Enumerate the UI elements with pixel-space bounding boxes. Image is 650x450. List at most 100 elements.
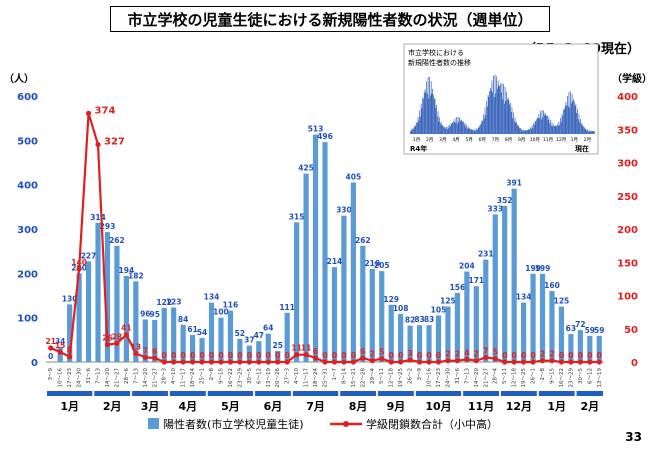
inset-bar (550, 125, 552, 134)
line-value-label: 0 (559, 351, 564, 360)
month-band (255, 391, 291, 396)
bar-value-label: 52 (235, 329, 245, 338)
week-tick-label: 5～11 (379, 368, 385, 384)
inset-bar (505, 100, 507, 134)
left-axis-tick-label: 0 (31, 358, 38, 369)
inset-bar (470, 129, 472, 134)
bar-value-label: 84 (178, 315, 188, 324)
line-value-label: 0 (512, 351, 517, 360)
line-value-label: 0 (266, 351, 271, 360)
line-point (180, 359, 186, 365)
right-axis-tick-label: 200 (617, 225, 638, 236)
inset-bar (431, 93, 433, 134)
inset-bar (563, 109, 564, 134)
line-point (218, 359, 224, 365)
inset-bar (579, 122, 581, 134)
week-tick-label: 24～30 (445, 368, 451, 388)
inset-bar (559, 125, 561, 134)
inset-month-label: 2月 (584, 137, 591, 143)
bar-value-label: 95 (150, 310, 160, 319)
inset-month-label: 12月 (556, 137, 566, 143)
bar (416, 325, 423, 362)
line-value-label: 28 (112, 332, 122, 341)
bar-value-label: 125 (554, 297, 570, 306)
inset-bars (410, 74, 595, 134)
inset-bar (593, 131, 594, 134)
inset-bar (525, 130, 527, 134)
inset-bar (563, 109, 565, 134)
line-point (530, 359, 536, 365)
bar-value-label: 425 (298, 164, 314, 173)
inset-bar (592, 131, 594, 134)
bar-value-label: 122 (156, 298, 172, 307)
inset-bar (410, 129, 412, 134)
bar-value-label: 205 (374, 261, 390, 270)
inset-bar (490, 87, 491, 134)
week-tick-label: 7～13 (96, 368, 102, 384)
inset-bar (549, 123, 551, 134)
inset-bar (506, 91, 507, 134)
line-value-label: 15 (55, 341, 65, 350)
bar (180, 324, 186, 362)
inset-bar (583, 126, 584, 134)
inset-bar (514, 117, 516, 134)
inset-bar (435, 107, 437, 134)
inset-bar (542, 117, 544, 134)
bar-value-label: 330 (336, 206, 352, 215)
inset-bar (594, 130, 595, 134)
line-value-label: 327 (104, 137, 125, 148)
line-value-label: 0 (228, 351, 233, 360)
week-tick-label: 3～9 (417, 368, 423, 381)
inset-bar (488, 97, 490, 134)
inset-bar (491, 80, 493, 134)
inset-bar (411, 130, 413, 134)
bar (549, 291, 555, 362)
line-value-label: 6 (360, 347, 365, 356)
inset-bar (532, 127, 534, 134)
bar-value-label: 54 (197, 328, 207, 337)
week-tick-label: 25～1 (200, 368, 206, 384)
line-point (596, 359, 602, 365)
inset-bar (561, 113, 563, 134)
bar-value-label: 160 (544, 281, 560, 290)
week-tick-label: 21～27 (483, 368, 489, 388)
inset-bar (498, 85, 500, 134)
inset-bar (578, 113, 580, 134)
line-point (237, 359, 243, 365)
line-point (208, 359, 215, 365)
bar (142, 319, 148, 362)
bar (85, 261, 92, 362)
inset-bar (545, 114, 547, 134)
inset-bar (449, 124, 450, 134)
week-tick-label: 13～19 (266, 368, 272, 388)
month-band (500, 391, 537, 396)
line-point (189, 359, 196, 365)
bar (511, 188, 517, 362)
week-tick-label: 5～11 (502, 368, 508, 384)
right-axis-tick-label: 150 (617, 258, 638, 269)
inset-bar (430, 95, 431, 134)
inset-bar (574, 105, 576, 134)
inset-bar (538, 113, 540, 134)
inset-bar (466, 128, 468, 134)
line-value-label: 0 (417, 351, 422, 360)
line-value-label: 140 (71, 258, 87, 267)
bar (199, 338, 205, 362)
inset-bar (497, 80, 499, 134)
week-tick-label: 28～4 (493, 368, 499, 384)
week-tick-label: 1～7 (332, 368, 338, 381)
week-tick-label: 16～22 (559, 368, 565, 388)
line-point (95, 141, 101, 148)
bar (303, 173, 309, 362)
bar-value-label: 100 (213, 308, 229, 317)
bar-value-label: 59 (585, 326, 595, 335)
bar (521, 302, 527, 362)
bar (577, 330, 583, 362)
inset-bar (522, 131, 524, 134)
bar (454, 292, 461, 362)
bar (596, 335, 602, 362)
month-label: 10月 (425, 400, 451, 413)
inset-bar (512, 118, 514, 134)
inset-month-label: 3月 (439, 137, 446, 143)
